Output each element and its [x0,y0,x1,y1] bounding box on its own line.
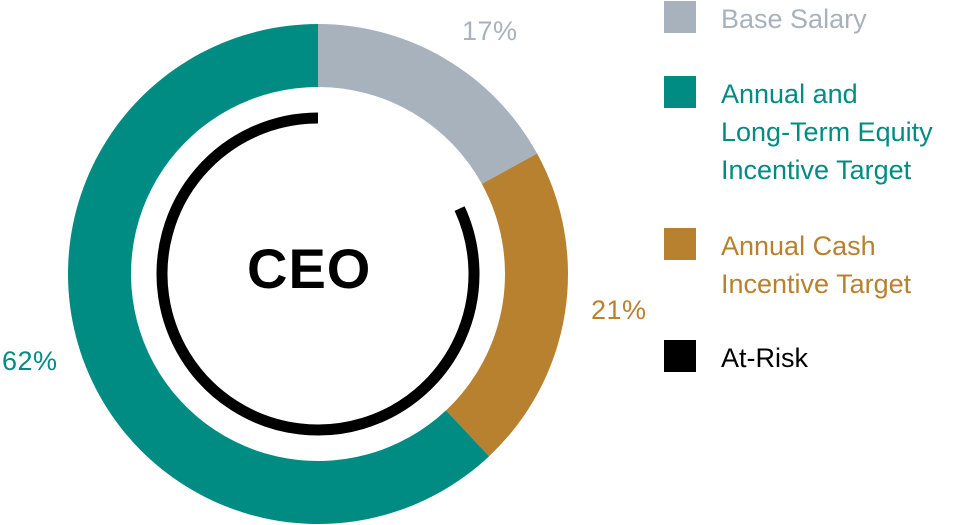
legend-label-at-risk: At-Risk [721,343,808,373]
legend-label-base-salary: Base Salary [721,4,867,34]
legend-label-equity-incentive: Annual and Long-Term Equity Incentive Ta… [721,79,933,185]
legend-swatch-cash-incentive [664,228,696,260]
donut-segment-equity-incentive [68,24,490,524]
legend-swatch-equity-incentive [664,76,696,108]
donut-segment-cash-incentive [446,153,568,457]
legend-label-cash-incentive: Annual Cash Incentive Target [721,231,912,299]
equity-incentive-percent-label: 62% [2,346,58,376]
base-salary-percent-label: 17% [462,16,518,46]
cash-incentive-percent-label: 21% [591,295,647,325]
legend-swatch-at-risk [664,340,696,372]
at-risk-arc [156,112,480,436]
legend-swatch-base-salary [664,1,696,33]
donut-segment-base-salary [318,24,538,184]
center-label: CEO [247,237,372,300]
